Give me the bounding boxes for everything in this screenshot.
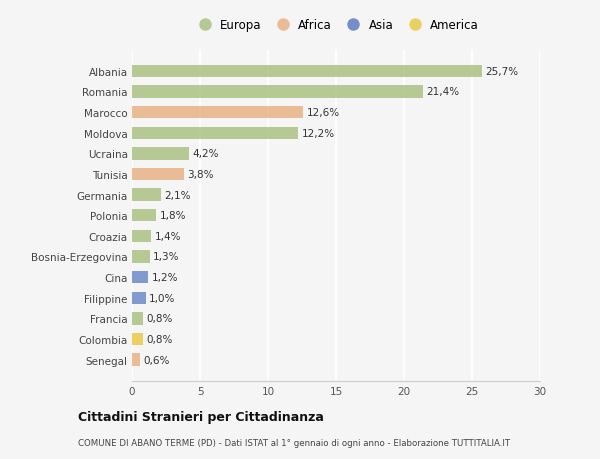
Bar [132, 271, 148, 284]
Text: 0,8%: 0,8% [146, 334, 173, 344]
Bar [132, 189, 161, 202]
Text: 4,2%: 4,2% [193, 149, 219, 159]
Text: Cittadini Stranieri per Cittadinanza: Cittadini Stranieri per Cittadinanza [78, 410, 324, 423]
Legend: Europa, Africa, Asia, America: Europa, Africa, Asia, America [191, 17, 481, 34]
Bar [132, 168, 184, 181]
Text: 25,7%: 25,7% [485, 67, 518, 77]
Text: 0,6%: 0,6% [143, 355, 170, 365]
Text: 1,8%: 1,8% [160, 211, 187, 221]
Text: 12,2%: 12,2% [301, 129, 334, 139]
Bar [132, 292, 146, 304]
Bar [132, 353, 140, 366]
Text: 0,8%: 0,8% [146, 313, 173, 324]
Text: 21,4%: 21,4% [427, 87, 460, 97]
Bar [132, 210, 157, 222]
Bar [132, 66, 482, 78]
Text: COMUNE DI ABANO TERME (PD) - Dati ISTAT al 1° gennaio di ogni anno - Elaborazion: COMUNE DI ABANO TERME (PD) - Dati ISTAT … [78, 438, 510, 447]
Bar [132, 106, 304, 119]
Bar [132, 230, 151, 242]
Bar [132, 333, 143, 345]
Bar [132, 86, 423, 98]
Bar [132, 251, 149, 263]
Text: 12,6%: 12,6% [307, 108, 340, 118]
Bar [132, 148, 189, 160]
Bar [132, 313, 143, 325]
Text: 1,0%: 1,0% [149, 293, 175, 303]
Text: 1,3%: 1,3% [153, 252, 179, 262]
Text: 1,2%: 1,2% [152, 273, 178, 282]
Bar [132, 127, 298, 140]
Text: 3,8%: 3,8% [187, 169, 214, 179]
Text: 2,1%: 2,1% [164, 190, 190, 200]
Text: 1,4%: 1,4% [154, 231, 181, 241]
